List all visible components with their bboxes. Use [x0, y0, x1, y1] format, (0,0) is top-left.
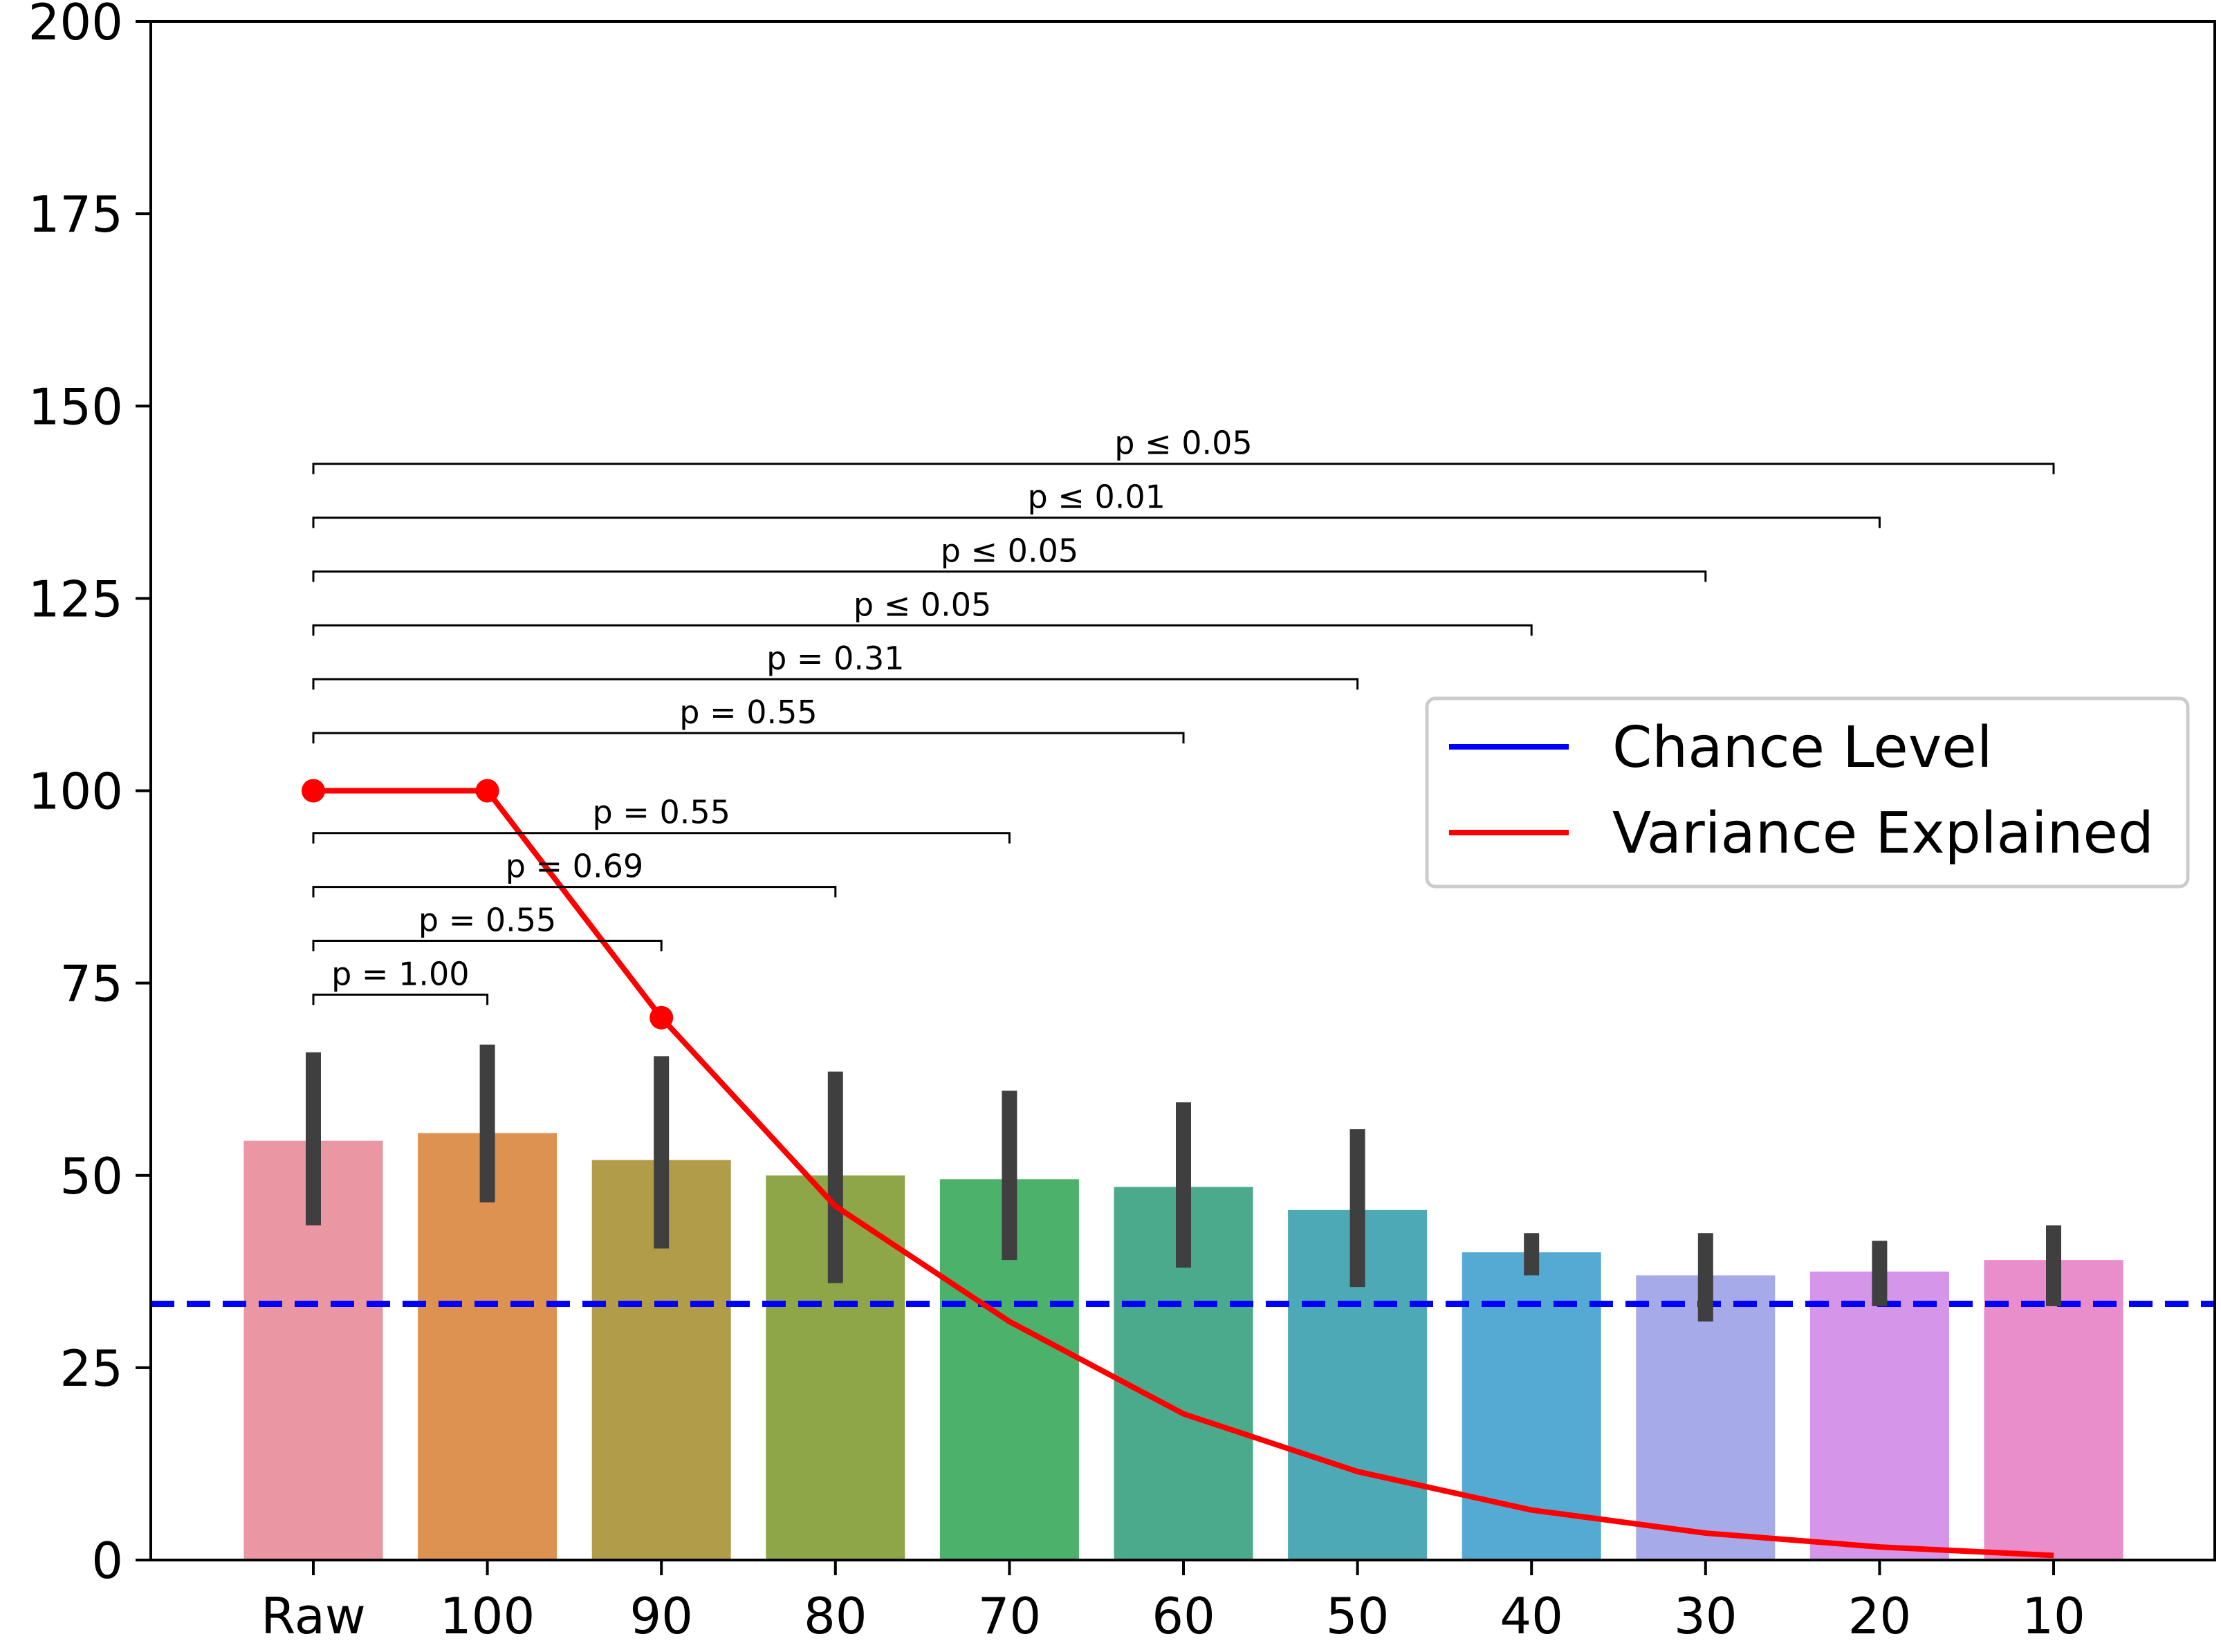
bracket-Raw-50 [312, 678, 1359, 690]
bracket-Raw-40 [312, 624, 1533, 636]
variance-line-layer [302, 779, 2054, 1559]
y-tick-label-0: 0 [91, 1532, 123, 1590]
x-tick-label-Raw: Raw [261, 1587, 365, 1645]
y-tick-label-50: 50 [59, 1147, 123, 1205]
y-axis: 0 25 50 75 100 125 150 175 200 [28, 0, 151, 1590]
variance-point-100 [475, 779, 499, 803]
bracket-Raw-60 [312, 732, 1185, 744]
y-tick-label-100: 100 [28, 763, 123, 821]
x-tick-label-30: 30 [1674, 1587, 1738, 1645]
x-tick-label-10: 10 [2022, 1587, 2085, 1645]
bar-100 [418, 1133, 557, 1560]
bracket-label-Raw-20: p ≤ 0.01 [1027, 479, 1165, 516]
error-bars-layer [306, 1044, 2061, 1322]
x-tick-label-60: 60 [1152, 1587, 1215, 1645]
bracket-Raw-10 [312, 463, 2055, 474]
x-axis: Raw 100 90 80 70 60 50 40 30 20 10 [261, 1560, 2085, 1645]
legend-label-0: Chance Level [1612, 715, 1993, 781]
bracket-Raw-20 [312, 517, 1881, 528]
y-tick-label-200: 200 [28, 0, 123, 51]
x-tick-label-40: 40 [1500, 1587, 1563, 1645]
variance-point-90 [649, 1005, 674, 1030]
legend: Chance Level Variance Explained [1425, 696, 2190, 889]
y-tick-label-175: 175 [28, 185, 123, 243]
bracket-label-Raw-100: p = 1.00 [331, 955, 469, 992]
legend-label-1: Variance Explained [1612, 801, 2154, 866]
variance-point-Raw [302, 779, 325, 803]
legend-box [1425, 696, 2190, 889]
bracket-Raw-30 [312, 570, 1707, 582]
bracket-Raw-90 [312, 939, 663, 952]
y-tick-label-150: 150 [28, 378, 123, 436]
x-tick-label-80: 80 [804, 1587, 867, 1645]
bracket-label-Raw-50: p = 0.31 [766, 640, 904, 677]
variance-explained-line [313, 788, 2054, 1559]
x-tick-label-20: 20 [1848, 1587, 1912, 1645]
bracket-label-Raw-70: p = 0.55 [592, 794, 730, 831]
bar-20 [1809, 1271, 1949, 1560]
bracket-label-Raw-60: p = 0.55 [679, 694, 817, 731]
significance-annotations: p = 1.00 p = 0.55 p = 0.69 p = 0.55 p = 0.55… [312, 425, 2055, 1005]
bar-30 [1636, 1275, 1776, 1560]
y-tick-label-125: 125 [28, 570, 123, 628]
bracket-label-Raw-40: p ≤ 0.05 [854, 586, 991, 623]
bracket-label-Raw-90: p = 0.55 [418, 901, 556, 938]
x-tick-label-100: 100 [440, 1587, 535, 1645]
bracket-Raw-80 [312, 886, 837, 898]
x-tick-label-50: 50 [1326, 1587, 1390, 1645]
bracket-Raw-100 [312, 993, 489, 1005]
bracket-Raw-70 [312, 832, 1011, 844]
x-tick-label-90: 90 [629, 1587, 693, 1645]
bracket-label-Raw-80: p = 0.69 [506, 848, 643, 885]
y-tick-label-25: 25 [59, 1339, 123, 1398]
bracket-label-Raw-30: p ≤ 0.05 [941, 532, 1078, 569]
bracket-label-Raw-10: p ≤ 0.05 [1114, 425, 1252, 462]
y-tick-label-75: 75 [59, 955, 123, 1013]
bar-10 [1984, 1260, 2123, 1560]
x-tick-label-70: 70 [978, 1587, 1042, 1645]
